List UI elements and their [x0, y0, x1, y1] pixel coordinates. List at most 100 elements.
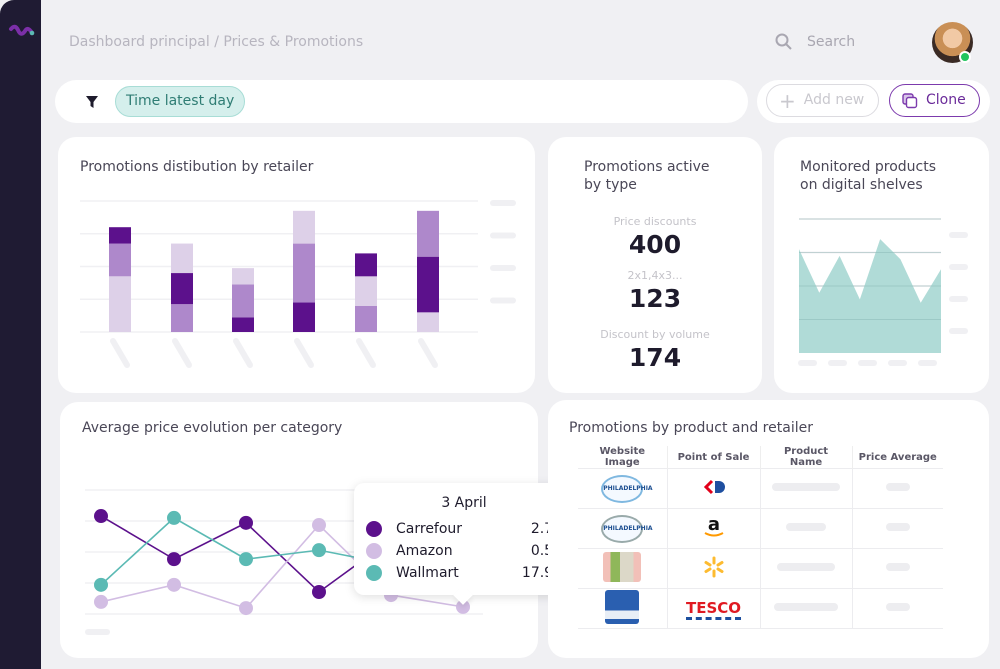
price-placeholder — [885, 603, 910, 611]
promotions-table: Website Image Point of Sale Product Name… — [578, 446, 943, 629]
tooltip-row-wallmart: Wallmart 17.92 — [366, 565, 562, 581]
actions-bar: + Add new Clone — [757, 80, 990, 123]
app-logo-icon[interactable] — [8, 24, 36, 40]
price-placeholder — [885, 483, 910, 491]
y-tick-placeholder — [949, 296, 968, 302]
card-title: Promotions distibution by retailer — [80, 159, 314, 175]
price-placeholder — [885, 523, 910, 531]
product-name-placeholder — [777, 563, 835, 571]
search-placeholder[interactable]: Search — [807, 34, 856, 50]
legend-dot — [366, 565, 382, 581]
series-name: Amazon — [396, 543, 453, 559]
clone-button[interactable]: Clone — [889, 84, 980, 117]
carrefour-logo-icon — [703, 479, 725, 495]
product-image: PHILADELPHIA — [601, 514, 653, 543]
kpi-value-multibuy: 123 — [628, 284, 682, 313]
bar-segment — [417, 256, 439, 313]
col-website-image[interactable]: Website Image — [599, 446, 646, 468]
data-point-wallmart — [167, 510, 181, 525]
online-status-indicator — [959, 51, 971, 63]
x-tick-placeholder — [888, 360, 907, 366]
title-line-2: by type — [584, 177, 637, 193]
price-placeholder — [885, 563, 910, 571]
promotions-distribution-card: Promotions distibution by retailer — [58, 137, 535, 393]
bar-segment — [171, 243, 193, 274]
y-tick-placeholder — [490, 297, 516, 304]
kpi-label-price-discounts: Price discounts — [613, 215, 697, 228]
col-point-of-sale[interactable]: Point of Sale — [666, 446, 760, 469]
data-point-carrefour — [312, 584, 326, 599]
y-tick-placeholder — [949, 328, 968, 334]
series-name: Wallmart — [396, 565, 459, 581]
bar-segment — [417, 210, 439, 257]
x-tick-placeholder — [172, 338, 192, 368]
bar-segment — [355, 276, 377, 306]
plus-icon: + — [779, 88, 796, 113]
table-row[interactable]: PHILADELPHIA a — [578, 508, 943, 549]
y-tick-placeholder — [490, 265, 516, 271]
data-point-amazon — [167, 577, 181, 592]
data-point-carrefour — [94, 509, 108, 524]
walmart-logo-icon — [704, 556, 723, 578]
amazon-logo-icon: a — [704, 514, 723, 537]
bar-segment — [355, 253, 377, 277]
x-tick-placeholder — [294, 338, 314, 368]
data-point-amazon — [312, 518, 326, 533]
x-tick-placeholder — [110, 338, 130, 368]
x-tick-placeholder — [418, 338, 438, 368]
chart-tooltip: 3 April Carrefour 2.75 Amazon 0.59 Wallmar… — [354, 483, 574, 595]
bar-segment — [171, 304, 193, 332]
legend-dot — [366, 543, 382, 559]
stacked-bar-chart — [80, 200, 516, 368]
clone-label: Clone — [926, 92, 966, 108]
table-row[interactable]: PHILADELPHIA — [578, 468, 943, 509]
bar-segment — [109, 227, 131, 244]
filter-icon[interactable] — [85, 95, 99, 109]
bar-segment — [417, 312, 439, 332]
product-name-placeholder — [772, 483, 840, 491]
tooltip-row-amazon: Amazon 0.59 — [366, 543, 562, 559]
bar-segment — [232, 317, 254, 332]
col-price-average[interactable]: Price Average — [851, 446, 943, 469]
product-name-placeholder — [774, 603, 838, 611]
filter-bar: Time latest day — [55, 80, 748, 123]
add-new-button[interactable]: + Add new — [766, 84, 879, 117]
product-image — [605, 590, 640, 624]
tooltip-row-carrefour: Carrefour 2.75 — [366, 521, 562, 537]
bar-segment — [232, 268, 254, 285]
x-tick-placeholder — [233, 338, 253, 368]
add-new-label: Add new — [803, 92, 865, 108]
time-filter-chip[interactable]: Time latest day — [115, 86, 246, 117]
search-box[interactable]: Search — [775, 33, 855, 51]
title-line-1: Monitored products — [800, 159, 937, 175]
title-line-1: Promotions active — [584, 159, 710, 175]
product-name-placeholder — [786, 523, 826, 531]
area-series — [799, 239, 941, 353]
x-tick-placeholder — [798, 360, 817, 366]
title-line-2: on digital shelves — [800, 177, 923, 193]
sidebar — [0, 0, 41, 669]
x-tick-placeholder — [858, 360, 877, 366]
series-line-amazon — [100, 523, 464, 610]
table-row[interactable] — [578, 548, 943, 589]
bar-segment — [109, 243, 131, 277]
bar-segment — [293, 210, 315, 244]
y-tick-placeholder — [949, 264, 968, 270]
col-product-name[interactable]: Product Name — [759, 446, 852, 469]
x-tick-placeholder — [918, 360, 937, 366]
promotions-by-type-card: Promotions active by type Price discount… — [548, 137, 762, 393]
breadcrumb[interactable]: Dashboard principal / Prices & Promotion… — [69, 34, 364, 50]
monitored-products-card: Monitored products on digital shelves — [774, 137, 989, 393]
svg-text:a: a — [707, 515, 719, 535]
series-name: Carrefour — [396, 521, 463, 537]
data-point-amazon — [94, 594, 108, 609]
card-title: Promotions active by type — [584, 158, 710, 194]
kpi-label-multibuy: 2x1,4x3... — [627, 269, 683, 282]
y-tick-placeholder — [949, 232, 968, 238]
table-row[interactable]: TESCO — [578, 588, 943, 629]
card-title: Average price evolution per category — [82, 420, 343, 436]
data-point-amazon — [239, 601, 253, 616]
data-point-carrefour — [239, 515, 253, 530]
tooltip-date: 3 April — [441, 495, 487, 511]
bar-segment — [171, 273, 193, 305]
